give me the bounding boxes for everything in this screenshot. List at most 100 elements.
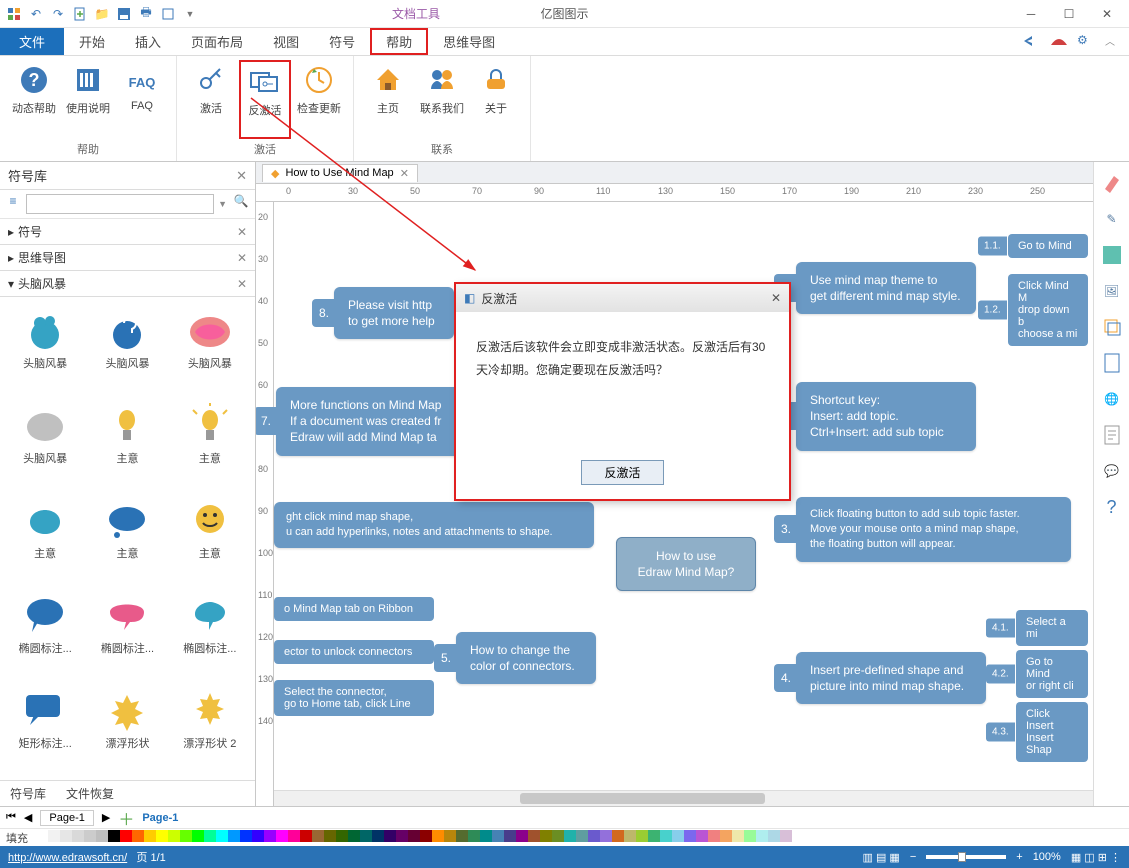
tab-mindmap[interactable]: 思维导图 (428, 28, 510, 55)
page-label[interactable]: Page-1 (142, 812, 178, 824)
mm-center[interactable]: How to useEdraw Mind Map? (616, 537, 756, 591)
settings-icon[interactable]: ⚙ (1077, 33, 1095, 51)
color-swatch[interactable] (732, 830, 744, 842)
color-swatch[interactable] (468, 830, 480, 842)
color-swatch[interactable] (180, 830, 192, 842)
color-swatch[interactable] (48, 830, 60, 842)
theme-icon[interactable] (1101, 172, 1123, 194)
tab-start[interactable]: 开始 (64, 28, 120, 55)
color-swatch[interactable] (192, 830, 204, 842)
sidebar-close-icon[interactable]: ✕ (236, 168, 247, 184)
tab-insert[interactable]: 插入 (120, 28, 176, 55)
shape-item[interactable]: 漂浮形状 2 (169, 681, 251, 776)
tab-help[interactable]: 帮助 (370, 28, 428, 55)
collapse-ribbon-icon[interactable]: ︿ (1105, 33, 1123, 51)
zoom-out-icon[interactable]: − (910, 851, 916, 863)
activate-button[interactable]: 激活 (185, 60, 237, 139)
color-swatch[interactable] (408, 830, 420, 842)
status-icons[interactable]: ▦ ◫ ⊞ ⋮ (1071, 851, 1121, 864)
dialog-titlebar[interactable]: ◧ 反激活 ✕ (456, 284, 789, 312)
status-url[interactable]: http://www.edrawsoft.cn/ (8, 852, 127, 864)
shape-item[interactable]: 椭圆标注... (86, 586, 168, 681)
color-swatch[interactable] (492, 830, 504, 842)
color-swatch[interactable] (456, 830, 468, 842)
color-swatch[interactable] (276, 830, 288, 842)
manual-button[interactable]: 使用说明 (62, 60, 114, 139)
shape-item[interactable]: 漂浮形状 (86, 681, 168, 776)
color-swatch[interactable] (780, 830, 792, 842)
tab-file[interactable]: 文件 (0, 28, 64, 55)
color-swatch[interactable] (300, 830, 312, 842)
shape-item[interactable]: 主意 (169, 396, 251, 491)
color-swatch[interactable] (216, 830, 228, 842)
color-swatch[interactable] (72, 830, 84, 842)
layer-icon[interactable] (1101, 316, 1123, 338)
shape-item[interactable]: 头脑风暴 (4, 396, 86, 491)
open-icon[interactable]: 📁 (94, 6, 110, 22)
mm-sub-1-1[interactable]: 1.1.Go to Mind (1008, 234, 1088, 258)
dialog-deactivate-button[interactable]: 反激活 (581, 460, 663, 485)
shape-item[interactable]: 主意 (86, 491, 168, 586)
mm-node-2[interactable]: 2.Shortcut key:Insert: add topic.Ctrl+In… (796, 382, 976, 451)
redo-icon[interactable]: ↷ (50, 6, 66, 22)
color-swatch[interactable] (372, 830, 384, 842)
mm-sub-5a[interactable]: o Mind Map tab on Ribbon (274, 597, 434, 621)
mm-node-4[interactable]: 4.Insert pre-defined shape andpicture in… (796, 652, 986, 704)
shape-item[interactable]: 主意 (169, 491, 251, 586)
color-swatch[interactable] (636, 830, 648, 842)
home-button[interactable]: 主页 (362, 60, 414, 139)
tab-layout[interactable]: 页面布局 (176, 28, 258, 55)
help2-icon[interactable]: ? (1101, 496, 1123, 518)
dialog-close-icon[interactable]: ✕ (771, 291, 781, 305)
mm-sub-5c[interactable]: Select the connector,go to Home tab, cli… (274, 680, 434, 716)
color-swatch[interactable] (360, 830, 372, 842)
close-section-icon[interactable]: ✕ (237, 251, 247, 265)
shape-item[interactable]: 头脑风暴 (86, 301, 168, 396)
page-nav-next[interactable]: ▶ (102, 811, 110, 824)
close-button[interactable]: ✕ (1089, 3, 1125, 25)
color-swatch[interactable] (516, 830, 528, 842)
color-swatch[interactable] (564, 830, 576, 842)
user-icon[interactable] (1049, 33, 1067, 51)
color-swatch[interactable] (144, 830, 156, 842)
mm-node-5[interactable]: 5.How to change thecolor of connectors. (456, 632, 596, 684)
close-section-icon[interactable]: ✕ (237, 277, 247, 291)
dropdown-icon[interactable]: ▼ (218, 194, 227, 214)
mm-node-1[interactable]: 1.Use mind map theme toget different min… (796, 262, 976, 314)
shape-item[interactable]: 主意 (4, 491, 86, 586)
sidebar-tab-library[interactable]: 符号库 (0, 781, 56, 806)
mm-sub-5b[interactable]: ector to unlock connectors (274, 640, 434, 664)
color-swatch[interactable] (708, 830, 720, 842)
color-swatch[interactable] (108, 830, 120, 842)
color-swatch[interactable] (336, 830, 348, 842)
document-tab[interactable]: ◆ How to Use Mind Map ✕ (262, 164, 418, 182)
search-icon[interactable]: 🔍 (231, 194, 251, 214)
zoom-in-icon[interactable]: + (1016, 851, 1022, 863)
pencil-icon[interactable]: ✎ (1101, 208, 1123, 230)
page-nav-prev[interactable]: ◀ (24, 811, 32, 824)
color-swatch[interactable] (396, 830, 408, 842)
color-swatch[interactable] (588, 830, 600, 842)
horizontal-scrollbar[interactable] (274, 790, 1093, 806)
dynamic-help-button[interactable]: ? 动态帮助 (8, 60, 60, 139)
search-input[interactable] (26, 194, 214, 214)
shape-item[interactable]: 椭圆标注... (4, 586, 86, 681)
color-swatch[interactable] (168, 830, 180, 842)
comment-icon[interactable]: 💬 (1101, 460, 1123, 482)
color-swatch[interactable] (624, 830, 636, 842)
contact-button[interactable]: 联系我们 (416, 60, 468, 139)
mm-sub-4-3[interactable]: 4.3.Click InsertInsert Shap (1016, 702, 1088, 762)
check-update-button[interactable]: 检查更新 (293, 60, 345, 139)
color-swatch[interactable] (120, 830, 132, 842)
color-swatch[interactable] (156, 830, 168, 842)
print-icon[interactable]: 🖶 (138, 6, 154, 22)
color-swatch[interactable] (84, 830, 96, 842)
fill-icon[interactable] (1101, 244, 1123, 266)
color-swatch[interactable] (756, 830, 768, 842)
save-icon[interactable] (116, 6, 132, 22)
color-swatch[interactable] (744, 830, 756, 842)
page-icon[interactable] (1101, 352, 1123, 374)
deactivate-button[interactable]: 反激活 (239, 60, 291, 139)
color-swatch[interactable] (132, 830, 144, 842)
faq-button[interactable]: FAQ FAQ (116, 60, 168, 139)
